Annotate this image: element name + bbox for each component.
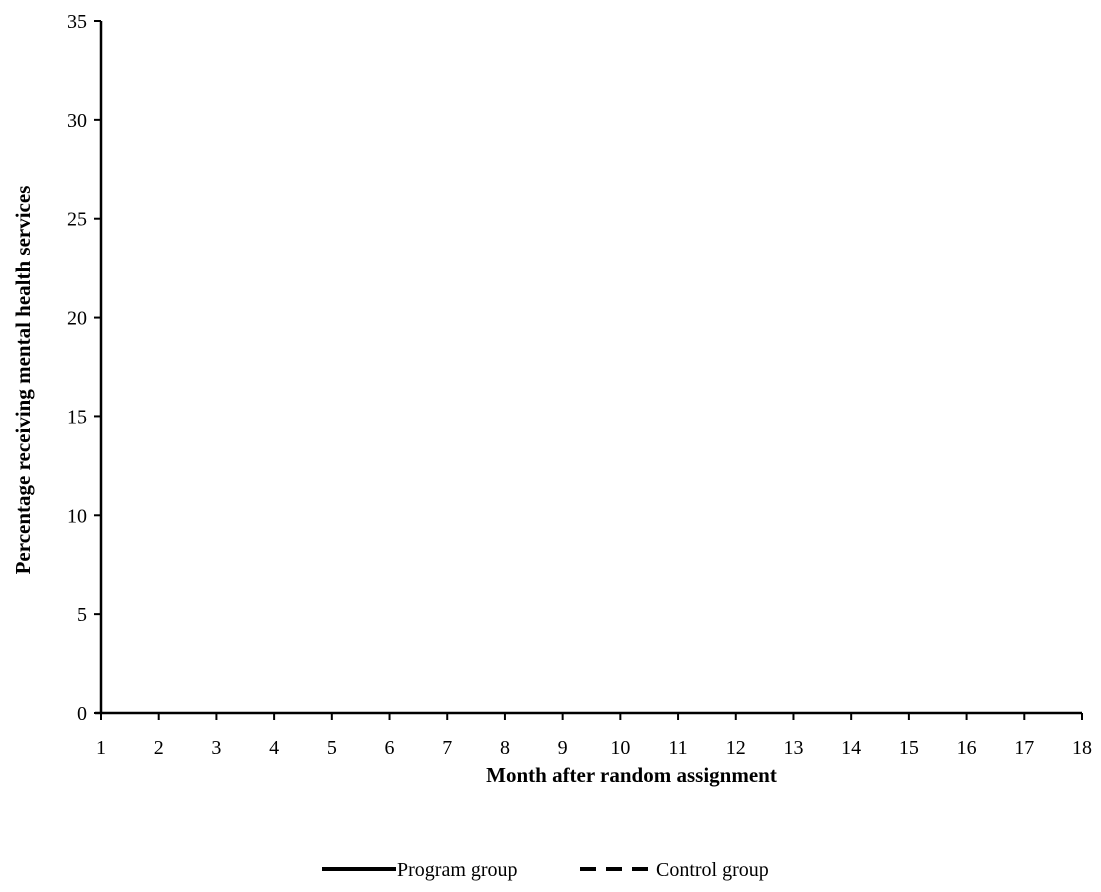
y-axis-ticks: 0 5 10 15 20 25 30 35 [67,11,101,725]
y-axis-title: Percentage receiving mental health servi… [11,186,35,575]
x-tick-label: 4 [269,737,279,759]
x-tick-label: 11 [668,737,687,759]
x-tick-label: 7 [442,737,452,759]
x-tick-label: 17 [1014,737,1034,759]
x-tick-label: 13 [783,737,803,759]
x-tick-label: 8 [500,737,510,759]
legend-label-control-group: Control group [656,859,769,881]
x-tick-label: 12 [726,737,746,759]
axes [95,21,1082,715]
x-tick-label: 1 [96,737,106,759]
y-tick-label: 0 [77,703,87,725]
x-tick-label: 9 [558,737,568,759]
legend-label-program-group: Program group [397,859,518,881]
y-tick-label: 15 [67,406,87,428]
x-tick-label: 18 [1072,737,1092,759]
y-tick-label: 25 [67,209,87,231]
x-tick-label: 5 [327,737,337,759]
x-tick-label: 16 [957,737,977,759]
x-tick-label: 6 [385,737,395,759]
y-tick-label: 5 [77,604,87,626]
x-tick-label: 3 [211,737,221,759]
x-tick-label: 2 [154,737,164,759]
y-tick-label: 10 [67,505,87,527]
x-tick-label: 14 [841,737,861,759]
legend: Program group Control group [322,859,769,881]
x-axis-ticks: 1 2 3 4 5 6 7 8 9 10 11 12 13 14 15 16 17 18 [96,713,1092,759]
y-tick-label: 20 [67,308,87,330]
x-axis-title: Month after random assignment [486,763,777,787]
y-tick-label: 30 [67,110,87,132]
x-tick-label: 10 [610,737,630,759]
y-tick-label: 35 [67,11,87,33]
x-tick-label: 15 [899,737,919,759]
